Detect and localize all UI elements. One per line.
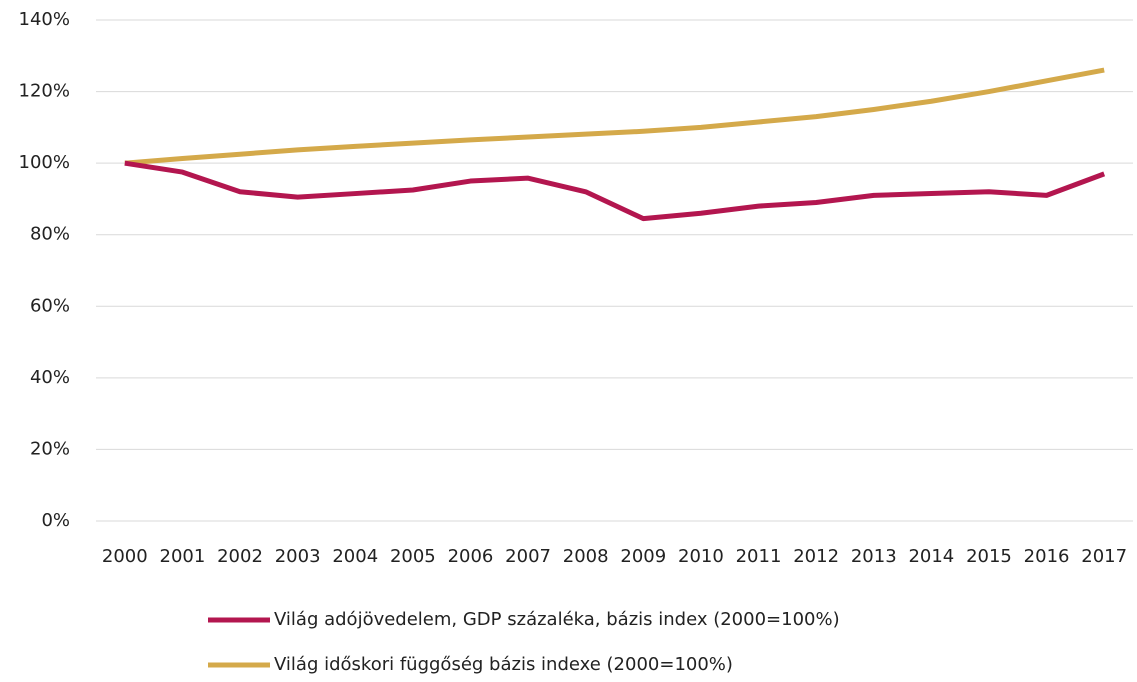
x-tick-label: 2003 bbox=[275, 546, 321, 567]
y-tick-label: 140% bbox=[19, 9, 70, 30]
y-tick-label: 0% bbox=[41, 510, 70, 531]
legend-label: Világ időskori függőség bázis indexe (20… bbox=[274, 654, 733, 675]
y-tick-label: 80% bbox=[30, 224, 70, 245]
y-tick-label: 20% bbox=[30, 438, 70, 459]
x-tick-label: 2017 bbox=[1081, 546, 1127, 567]
x-tick-label: 2013 bbox=[851, 546, 897, 567]
y-tick-label: 60% bbox=[30, 295, 70, 316]
series-line bbox=[124, 160, 1106, 222]
x-tick-label: 2004 bbox=[332, 546, 378, 567]
x-tick-label: 2009 bbox=[620, 546, 666, 567]
y-tick-label: 100% bbox=[19, 152, 70, 173]
x-tick-label: 2002 bbox=[217, 546, 263, 567]
x-tick-label: 2001 bbox=[160, 546, 206, 567]
y-tick-label: 40% bbox=[30, 367, 70, 388]
series-line bbox=[124, 67, 1105, 166]
x-tick-label: 2006 bbox=[448, 546, 494, 567]
x-tick-label: 2014 bbox=[908, 546, 954, 567]
x-tick-label: 2005 bbox=[390, 546, 436, 567]
legend-label: Világ adójövedelem, GDP százaléka, bázis… bbox=[274, 609, 840, 630]
x-tick-label: 2015 bbox=[966, 546, 1012, 567]
x-tick-label: 2012 bbox=[793, 546, 839, 567]
x-tick-label: 2008 bbox=[563, 546, 609, 567]
x-tick-label: 2000 bbox=[102, 546, 148, 567]
x-tick-label: 2011 bbox=[736, 546, 782, 567]
x-tick-label: 2016 bbox=[1024, 546, 1070, 567]
x-tick-label: 2010 bbox=[678, 546, 724, 567]
x-tick-label: 2007 bbox=[505, 546, 551, 567]
y-tick-label: 120% bbox=[19, 81, 70, 102]
